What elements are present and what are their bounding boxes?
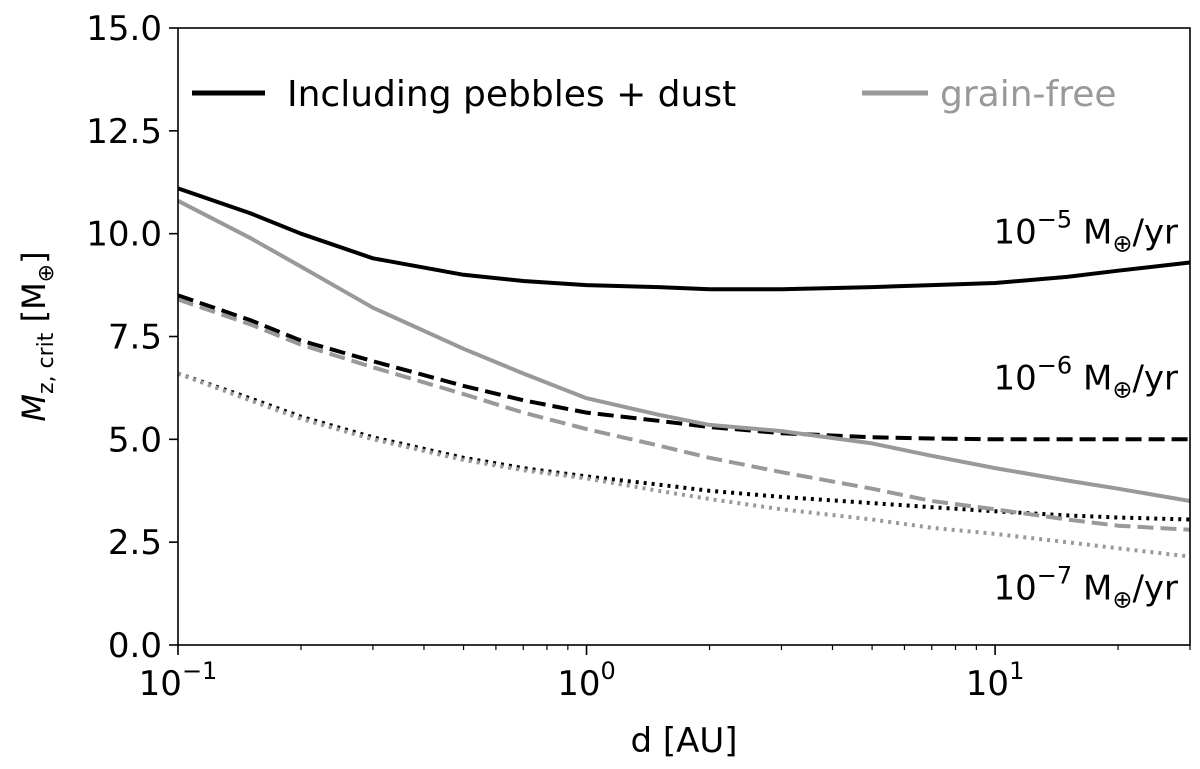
series-line-5 <box>177 297 1191 532</box>
text-layer: 0.0 2.5 5.0 7.5 10.0 12.5 15.0 10−1 100 101 d [AU]… <box>15 9 1178 761</box>
rate-annotation: 10−6 M⊕/yr <box>994 352 1178 404</box>
legend-label: Including pebbles + dust <box>287 74 736 115</box>
y-tick-label: 12.5 <box>86 112 162 152</box>
series-line-2 <box>177 293 1190 442</box>
x-axis-label: d [AU] <box>630 721 737 761</box>
y-tick-label: 15.0 <box>86 9 162 49</box>
legend-label: grain-free <box>940 74 1117 115</box>
series-layer <box>177 186 1191 559</box>
y-tick-label: 5.0 <box>108 420 162 460</box>
rate-annotation: 10−7 M⊕/yr <box>994 561 1178 613</box>
y-tick-label: 10.0 <box>86 215 162 255</box>
series-line-1 <box>177 186 1191 292</box>
y-tick-label: 7.5 <box>108 318 162 358</box>
series-line-3 <box>177 371 1191 522</box>
series-line-4 <box>177 199 1191 503</box>
x-tick-label: 100 <box>557 657 616 704</box>
series-line-6 <box>177 371 1191 559</box>
rate-annotation: 10−5 M⊕/yr <box>994 206 1178 258</box>
plot-frame <box>177 27 1191 646</box>
y-tick-label: 0.0 <box>108 626 162 666</box>
axes-layer <box>169 27 1191 655</box>
y-tick-label: 2.5 <box>108 523 162 563</box>
x-tick-label: 101 <box>966 657 1025 704</box>
x-tick-label: 10−1 <box>139 657 218 704</box>
y-axis-label: Mz, crit [M⊕] <box>15 251 59 421</box>
